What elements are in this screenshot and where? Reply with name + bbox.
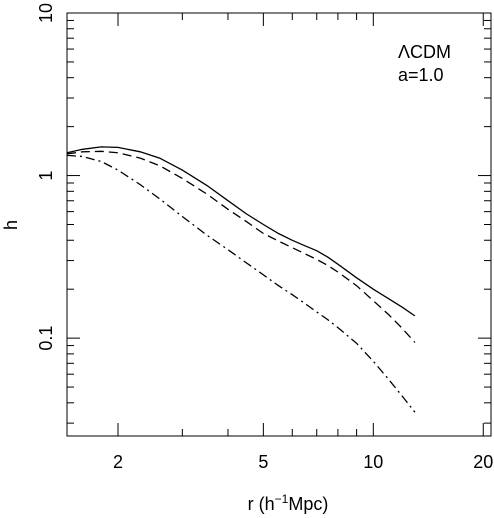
y-tick-label: 1 xyxy=(36,171,56,181)
plot-area: 2 5 10 20 0.1 1 10 xyxy=(36,3,493,472)
x-axis-label-main: r (h xyxy=(248,494,275,514)
x-tick-label: 20 xyxy=(473,452,493,472)
y-tick-label: 0.1 xyxy=(36,326,56,351)
x-tick-label: 2 xyxy=(113,452,123,472)
series-layer xyxy=(66,146,416,413)
x-axis-label-exponent: −1 xyxy=(275,492,289,506)
x-axis-label: r (h−1Mpc) xyxy=(248,492,329,514)
x-axis-label-tail: Mpc) xyxy=(288,494,328,514)
y-tick-label: 10 xyxy=(36,3,56,23)
annotation-model: ΛCDM xyxy=(398,42,451,62)
y-axis-label: h xyxy=(1,220,21,230)
x-tick-label: 5 xyxy=(258,452,268,472)
annotation-expansion: a=1.0 xyxy=(398,65,444,85)
x-tick-label: 10 xyxy=(363,452,383,472)
series-line-solid xyxy=(66,146,416,317)
series-line-dashed xyxy=(66,150,416,343)
series-line-dashdot xyxy=(66,154,416,413)
ticks-layer: 2 5 10 20 0.1 1 10 xyxy=(36,3,493,472)
